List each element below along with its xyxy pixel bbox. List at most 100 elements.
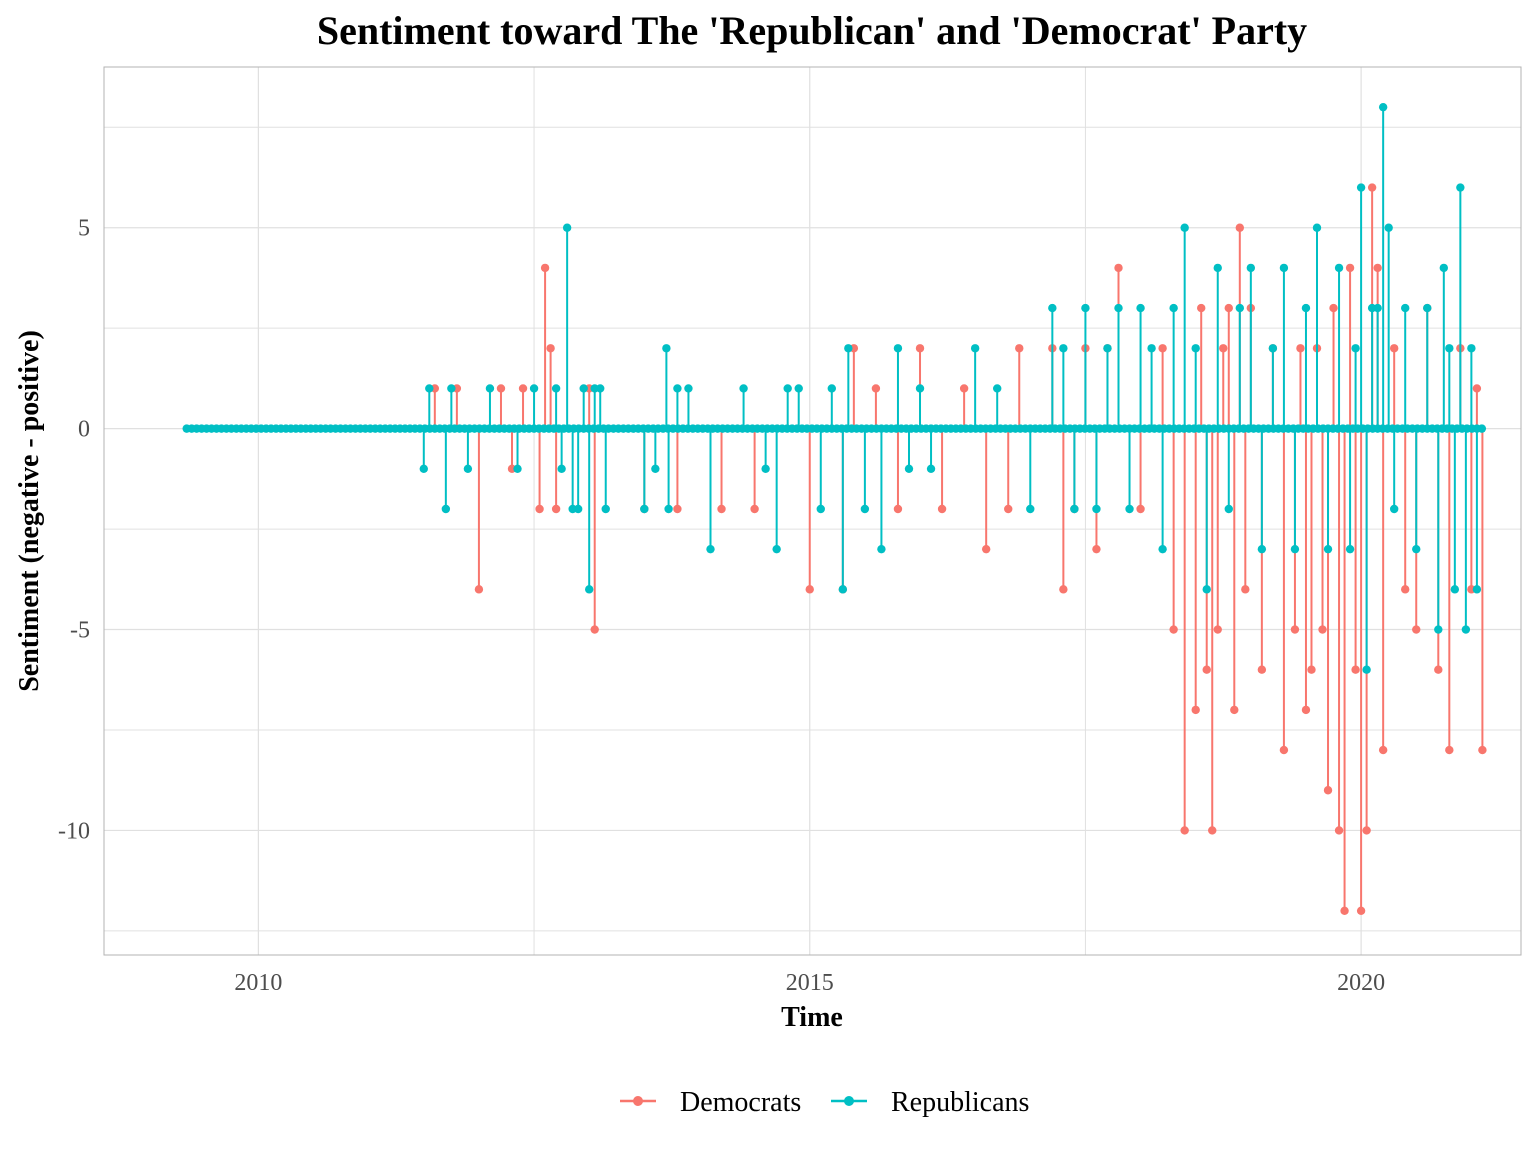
data-point bbox=[1197, 303, 1206, 313]
data-point bbox=[1059, 344, 1068, 353]
data-point bbox=[860, 504, 870, 514]
y-tick-label: -5 bbox=[70, 618, 90, 644]
data-point bbox=[518, 384, 528, 393]
data-point bbox=[926, 464, 936, 474]
data-point bbox=[551, 504, 561, 514]
legend-key-republicans-point bbox=[844, 1096, 854, 1106]
data-point bbox=[1389, 504, 1399, 514]
data-point bbox=[783, 384, 792, 393]
data-point bbox=[1373, 303, 1382, 313]
data-point bbox=[1158, 344, 1167, 353]
data-point bbox=[871, 384, 881, 393]
data-point bbox=[1378, 745, 1388, 755]
data-point bbox=[1434, 665, 1443, 674]
data-point bbox=[562, 223, 572, 232]
data-point bbox=[425, 384, 434, 393]
data-point bbox=[1180, 223, 1189, 232]
data-point bbox=[1059, 585, 1068, 594]
data-point bbox=[651, 464, 660, 474]
data-point bbox=[664, 504, 673, 514]
x-tick-label: 2010 bbox=[234, 970, 282, 996]
data-point bbox=[1114, 263, 1123, 273]
legend: Democrats Republicans bbox=[620, 1087, 1029, 1118]
data-point bbox=[673, 504, 682, 514]
data-point bbox=[1467, 344, 1476, 353]
data-point bbox=[1329, 303, 1338, 313]
data-point bbox=[463, 464, 473, 474]
data-point bbox=[1439, 263, 1449, 273]
data-point bbox=[1356, 183, 1366, 192]
data-point bbox=[596, 384, 605, 393]
data-point bbox=[893, 344, 903, 353]
data-point bbox=[1351, 665, 1360, 674]
data-point bbox=[551, 384, 561, 393]
data-point bbox=[1092, 544, 1101, 554]
data-point bbox=[1423, 303, 1432, 313]
data-point bbox=[1279, 263, 1289, 273]
data-point bbox=[1290, 625, 1300, 634]
legend-label-republicans: Republicans bbox=[891, 1087, 1029, 1118]
data-point bbox=[717, 504, 726, 514]
data-point bbox=[474, 585, 484, 594]
data-point bbox=[1356, 906, 1366, 916]
data-point bbox=[1472, 585, 1482, 594]
data-point bbox=[1412, 625, 1421, 634]
data-point bbox=[844, 344, 853, 353]
data-point bbox=[1092, 504, 1101, 514]
data-point bbox=[1235, 303, 1245, 313]
x-tick-label: 2020 bbox=[1337, 970, 1385, 996]
data-point bbox=[761, 464, 770, 474]
data-point bbox=[1257, 544, 1267, 554]
data-point bbox=[706, 544, 715, 554]
data-point bbox=[838, 585, 848, 594]
data-point bbox=[1478, 745, 1487, 755]
data-point bbox=[1241, 585, 1250, 594]
data-point bbox=[877, 544, 886, 554]
data-point bbox=[1004, 504, 1013, 514]
data-point bbox=[485, 384, 495, 393]
data-point bbox=[915, 384, 925, 393]
x-axis-ticks: 2010 2015 2020 bbox=[234, 970, 1385, 996]
data-point bbox=[1378, 102, 1388, 112]
baseline-point bbox=[1477, 424, 1487, 433]
data-point bbox=[1136, 303, 1145, 313]
zero-baseline bbox=[182, 424, 1487, 433]
data-point bbox=[1296, 344, 1305, 353]
data-point bbox=[1279, 745, 1289, 755]
data-point bbox=[1246, 263, 1256, 273]
y-tick-label: 0 bbox=[78, 417, 90, 443]
data-point bbox=[1048, 303, 1057, 313]
data-point bbox=[1268, 344, 1278, 353]
data-point bbox=[1114, 303, 1123, 313]
data-point bbox=[1180, 826, 1189, 835]
data-point bbox=[904, 464, 914, 474]
data-point bbox=[1213, 263, 1222, 273]
data-point bbox=[1334, 263, 1344, 273]
data-point bbox=[1345, 544, 1355, 554]
data-point bbox=[1334, 826, 1344, 835]
data-point bbox=[970, 344, 980, 353]
data-point bbox=[1362, 826, 1371, 835]
x-axis-title: Time bbox=[781, 1002, 843, 1033]
data-point bbox=[772, 544, 781, 554]
legend-label-democrats: Democrats bbox=[680, 1087, 801, 1118]
data-point bbox=[816, 504, 825, 514]
data-point bbox=[1312, 223, 1322, 232]
y-axis-title: Sentiment (negative - positive) bbox=[14, 330, 45, 692]
data-point bbox=[1103, 344, 1112, 353]
data-point bbox=[1362, 665, 1371, 674]
data-point bbox=[584, 585, 594, 594]
data-point bbox=[1224, 303, 1233, 313]
data-point bbox=[1169, 625, 1178, 634]
data-point bbox=[1389, 344, 1399, 353]
data-point bbox=[662, 344, 671, 353]
data-point bbox=[1202, 665, 1211, 674]
data-point bbox=[1323, 786, 1333, 795]
data-point bbox=[1340, 906, 1349, 916]
data-point bbox=[1235, 223, 1245, 232]
data-layer bbox=[182, 102, 1487, 916]
chart-title: Sentiment toward The 'Republican' and 'D… bbox=[317, 8, 1307, 53]
data-point bbox=[1290, 544, 1300, 554]
data-point bbox=[1208, 826, 1217, 835]
data-point bbox=[1125, 504, 1134, 514]
